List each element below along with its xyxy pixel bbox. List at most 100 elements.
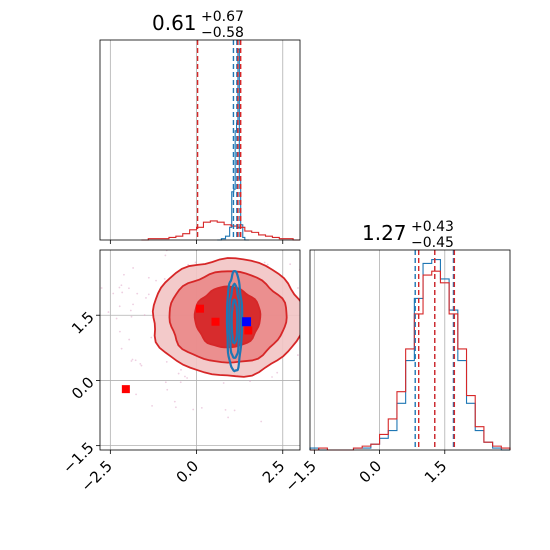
scatter-point [316,335,318,337]
scatter-point [244,215,246,217]
scatter-point [180,368,182,371]
scatter-point [289,263,292,266]
scatter-point [224,408,227,411]
scatter-point [150,225,152,227]
scatter-point [112,292,115,295]
title-top-left: 0.61 +0.67 −0.58 [152,9,244,41]
title-main: 0.61 [152,11,197,35]
scatter-point [325,338,327,340]
scatter-point [305,282,307,284]
scatter-point [222,382,225,384]
scatter-point [339,338,341,340]
title-minus: −0.58 [201,25,244,41]
scatter-point [353,363,355,365]
y-tick-label: 1.5 [68,308,98,338]
scatter-point [354,257,356,259]
scatter-point [347,300,349,302]
scatter-point [349,280,351,282]
scatter-point [260,420,263,423]
scatter-point [323,245,325,247]
scatter-point [131,358,134,361]
scatter-point [354,265,356,267]
scatter-point [132,303,134,306]
scatter-point [266,263,269,266]
plot-area [80,208,362,450]
scatter-point [128,338,131,341]
scatter-point [323,382,325,384]
scatter-point [150,336,153,339]
axes-frame [99,39,301,241]
scatter-point [180,247,182,249]
scatter-point [83,348,85,350]
scatter-point [140,364,143,367]
blue-square-marker [242,317,252,327]
red-square-marker [244,326,253,335]
scatter-point [83,288,85,290]
red-square-marker [211,317,220,326]
scatter-point [266,248,268,250]
scatter-point [123,273,125,276]
red-square-marker [196,304,204,313]
scatter-point [130,315,133,318]
scatter-point [323,286,325,288]
scatter-point [332,313,334,315]
blue-contour-level-0 [225,270,244,373]
scatter-point [192,408,195,411]
scatter-point [98,278,100,280]
scatter-point [147,293,150,296]
scatter-point [184,375,186,378]
scatter-point [211,208,213,210]
scatter-point [194,261,197,264]
scatter-point [120,284,123,287]
scatter-point [107,311,110,313]
scatter-point [151,404,153,407]
scatter-point [296,354,299,356]
scatter-point [100,287,103,289]
scatter-point [360,311,362,313]
x-tick-label: 0.0 [356,457,386,487]
scatter-point [129,309,132,312]
scatter-point [118,305,121,308]
blue-contour-level-1 [228,282,241,360]
histogram-panel-bottom-right: −1.5 0.0 1.5 [282,249,511,495]
scatter-point [92,340,94,342]
scatter-point [178,216,180,218]
title-bottom-right: 1.27 +0.43 −0.45 [362,219,454,251]
title-main: 1.27 [362,221,407,245]
scatter-point [166,388,169,391]
scatter-point [147,276,150,279]
scatter-point [331,293,333,295]
scatter-point [118,330,121,333]
scatter-point [303,235,305,237]
scatter-point [136,292,139,295]
scatter-point [297,287,299,289]
axes-frame [99,249,301,451]
histogram-panel-top-left [99,39,301,244]
scatter-point [249,380,251,383]
scatter-point [130,360,133,362]
title-plus: +0.67 [201,9,244,25]
scatter-point [155,279,157,282]
histogram-series-0 [309,258,510,451]
scatter-point [139,362,142,365]
scatter-point [353,267,355,269]
scatter-point [200,406,203,409]
scatter-point [120,347,123,350]
red-square-marker [121,385,130,394]
scatter-point [87,343,89,345]
scatter-point [333,369,335,371]
scatter-point [316,306,318,308]
axes-frame [309,249,511,451]
scatter-point [206,233,208,235]
scatter-point [187,263,190,266]
scatter-point [320,402,322,404]
scatter-point [321,371,323,373]
scatter-point [80,294,82,296]
scatter-point [164,254,167,257]
scatter-point [163,278,166,280]
scatter-point [227,416,230,419]
scatter-point [210,218,212,220]
scatter-point [344,331,346,333]
scatter-point [90,288,92,290]
scatter-point [218,246,220,248]
